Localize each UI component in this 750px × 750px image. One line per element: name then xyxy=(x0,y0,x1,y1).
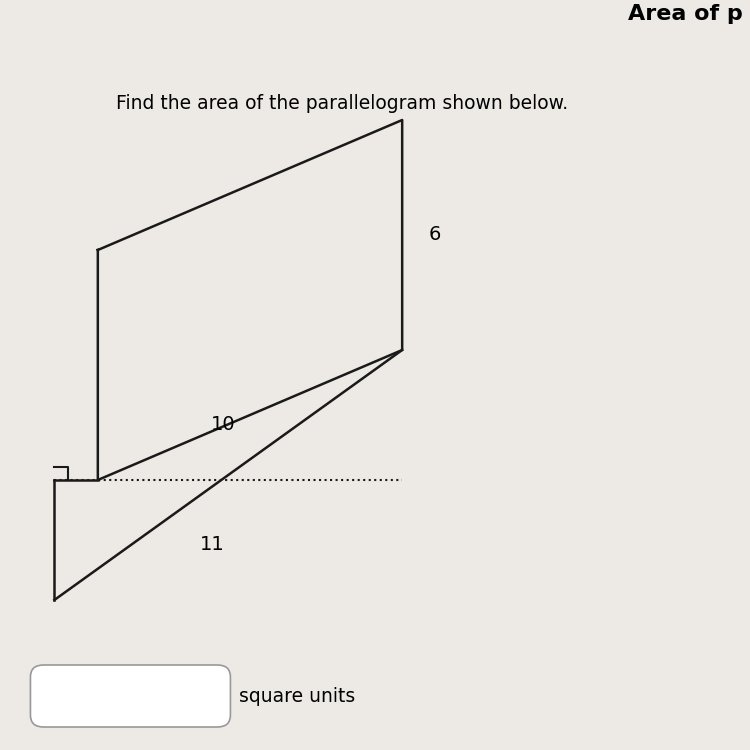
FancyBboxPatch shape xyxy=(31,665,230,727)
Text: Area of p: Area of p xyxy=(628,4,742,24)
Text: 11: 11 xyxy=(200,536,224,554)
Text: 6: 6 xyxy=(428,226,441,245)
Text: square units: square units xyxy=(239,686,356,706)
Text: 10: 10 xyxy=(211,416,236,434)
Text: Find the area of the parallelogram shown below.: Find the area of the parallelogram shown… xyxy=(116,94,568,112)
